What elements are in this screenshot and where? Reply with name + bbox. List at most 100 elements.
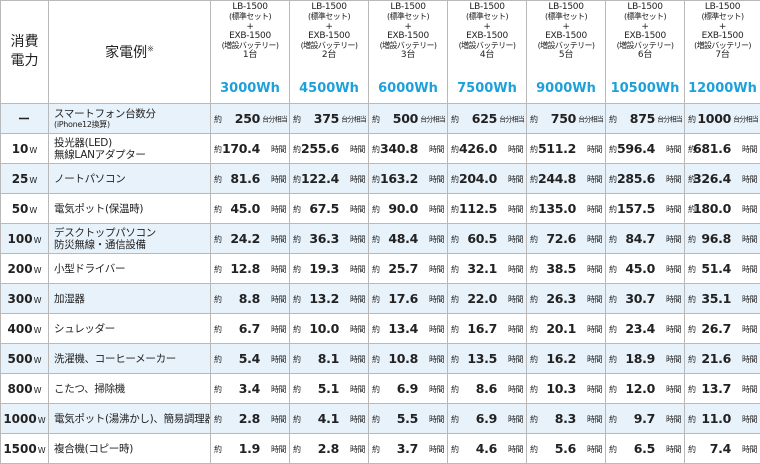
power-value: 50 [12, 202, 29, 216]
power-cell: 1000W [1, 404, 49, 434]
runtime-value: 340.8 [380, 141, 418, 156]
base-note: (標準セット) [387, 12, 429, 21]
runtime-value: 7.4 [710, 441, 731, 456]
approx-prefix: 約 [451, 144, 459, 155]
power-value: 200 [8, 262, 33, 276]
runtime-value: 67.5 [309, 201, 339, 216]
approx-prefix: 約 [530, 174, 538, 185]
runtime-value: 16.2 [546, 351, 576, 366]
runtime-unit: 時間 [350, 354, 365, 365]
runtime-unit: 時間 [742, 234, 757, 245]
appliance-cell: 加湿器 [49, 284, 211, 314]
runtime-unit: 時間 [350, 264, 365, 275]
approx-prefix: 約 [609, 294, 617, 305]
runtime-value: 5.1 [318, 381, 339, 396]
approx-prefix: 約 [530, 324, 538, 335]
runtime-value: 19.3 [309, 261, 339, 276]
runtime-unit: 時間 [742, 324, 757, 335]
runtime-unit: 時間 [271, 324, 286, 335]
approx-prefix: 約 [293, 414, 301, 425]
base-model: LB-1500 [627, 2, 662, 12]
runtime-unit: 時間 [350, 174, 365, 185]
runtime-unit: 時間 [666, 144, 681, 155]
approx-prefix: 約 [293, 114, 301, 125]
runtime-value: 500 [393, 111, 418, 126]
runtime-unit: 時間 [429, 414, 444, 425]
approx-prefix: 約 [688, 264, 696, 275]
runtime-value: 36.3 [309, 231, 339, 246]
runtime-value: 4.1 [318, 411, 339, 426]
appliance-note: ※ [147, 44, 154, 53]
approx-prefix: 約 [372, 324, 380, 335]
appliance-name: デスクトップパソコン [54, 227, 210, 239]
appliance-cell: こたつ、掃除機 [49, 374, 211, 404]
runtime-unit: 台分相当 [420, 114, 445, 124]
ext-note: (増設バッテリー) [617, 41, 674, 50]
runtime-unit: 時間 [271, 234, 286, 245]
runtime-value: 163.2 [380, 171, 418, 186]
runtime-unit: 時間 [350, 324, 365, 335]
runtime-value: 511.2 [538, 141, 576, 156]
approx-prefix: 約 [609, 234, 617, 245]
runtime-value: 1000 [697, 111, 731, 126]
approx-prefix: 約 [609, 114, 617, 125]
runtime-unit: 時間 [429, 234, 444, 245]
base-note: (標準セット) [545, 12, 587, 21]
power-label-line2: 電力 [11, 53, 39, 69]
power-unit: W [34, 266, 42, 275]
ext-count: 5台 [559, 50, 573, 60]
runtime-value: 2.8 [239, 411, 260, 426]
approx-prefix: 約 [372, 234, 380, 245]
runtime-value: 81.6 [230, 171, 260, 186]
approx-prefix: 約 [293, 204, 301, 215]
approx-prefix: 約 [688, 384, 696, 395]
runtime-unit: 時間 [742, 384, 757, 395]
appliance-name: スマートフォン台数分 [54, 108, 156, 120]
ext-note: (増設バッテリー) [222, 41, 279, 50]
header-row: 消費電力 家電例※ LB-1500(標準セット)+EXB-1500(増設バッテリ… [1, 1, 760, 104]
runtime-unit: 時間 [666, 324, 681, 335]
approx-prefix: 約 [688, 324, 696, 335]
runtime-value: 255.6 [301, 141, 339, 156]
runtime-unit: 時間 [508, 384, 523, 395]
runtime-unit: 時間 [666, 174, 681, 185]
appliance-name: 投光器(LED) [54, 137, 210, 149]
runtime-unit: 時間 [587, 294, 602, 305]
runtime-unit: 台分相当 [733, 114, 758, 124]
appliance-cell: 電気ポット(湯沸かし)、簡易調理器 [49, 404, 211, 434]
runtime-unit: 時間 [508, 234, 523, 245]
approx-prefix: 約 [451, 234, 459, 245]
runtime-value: 6.9 [476, 411, 497, 426]
approx-prefix: 約 [293, 144, 301, 155]
base-note: (標準セット) [308, 12, 350, 21]
appliance-subtext: 防災無線・通信設備 [54, 239, 210, 251]
ext-model: EXB-1500 [229, 31, 271, 41]
runtime-value: 180.0 [693, 201, 731, 216]
runtime-value: 8.1 [318, 351, 339, 366]
power-unit: W [34, 356, 42, 365]
runtime-unit: 時間 [429, 294, 444, 305]
power-cell: ー [1, 104, 49, 134]
approx-prefix: 約 [609, 204, 617, 215]
runtime-unit: 時間 [350, 384, 365, 395]
power-unit: W [34, 236, 42, 245]
runtime-unit: 時間 [508, 414, 523, 425]
base-note: (標準セット) [624, 12, 666, 21]
runtime-unit: 時間 [742, 144, 757, 155]
ext-note: (増設バッテリー) [301, 41, 358, 50]
runtime-unit: 時間 [666, 234, 681, 245]
appliance-cell: ノートパソコン [49, 164, 211, 194]
